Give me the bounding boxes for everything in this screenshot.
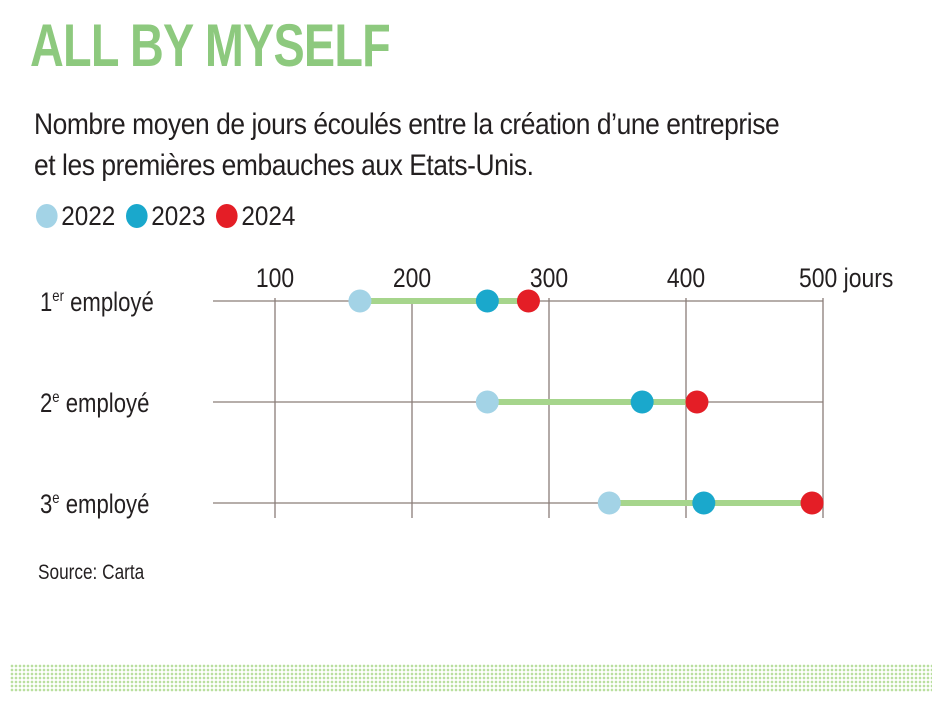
x-tick-label-400: 400	[667, 263, 705, 293]
legend-item-2024: 2024	[216, 198, 295, 234]
legend-item-2022: 2022	[36, 198, 115, 234]
row-label-3: 3e employé	[40, 490, 149, 520]
dot-2023-row-2	[630, 390, 654, 414]
chart-legend: 2022 2023 2024	[36, 198, 306, 234]
dot-2023-row-1	[475, 289, 499, 313]
x-tick-label-300: 300	[530, 263, 568, 293]
source-note: Source: Carta	[38, 561, 145, 584]
dot-2022-row-1	[348, 289, 372, 313]
legend-dot-2023	[126, 204, 148, 228]
legend-label-2024: 2024	[241, 201, 296, 231]
dot-2022-row-2	[475, 390, 499, 414]
x-tick-label-200: 200	[393, 263, 431, 293]
dot-2024-row-2	[685, 390, 709, 414]
row-label-1: 1er employé	[40, 288, 154, 318]
x-tick-label-500: 500 jours	[799, 263, 893, 293]
chart-title: ALL BY MYSELF	[30, 12, 391, 79]
subtitle-line-1: Nombre moyen de jours écoulés entre la c…	[34, 108, 780, 141]
row-label-2: 2e employé	[40, 389, 149, 419]
dot-2023-row-3	[692, 491, 716, 515]
dot-2024-row-3	[800, 491, 824, 515]
legend-item-2023: 2023	[126, 198, 205, 234]
x-tick-label-100: 100	[256, 263, 294, 293]
subtitle-line-2: et les premières embauches aux Etats-Uni…	[34, 149, 534, 182]
legend-label-2022: 2022	[61, 201, 116, 231]
dot-2022-row-3	[597, 491, 621, 515]
dot-2024-row-1	[516, 289, 540, 313]
legend-label-2023: 2023	[151, 201, 206, 231]
legend-dot-2024	[216, 204, 238, 228]
chart-subtitle: Nombre moyen de jours écoulés entre la c…	[34, 104, 780, 186]
dotted-band	[10, 664, 932, 692]
legend-dot-2022	[36, 204, 58, 228]
